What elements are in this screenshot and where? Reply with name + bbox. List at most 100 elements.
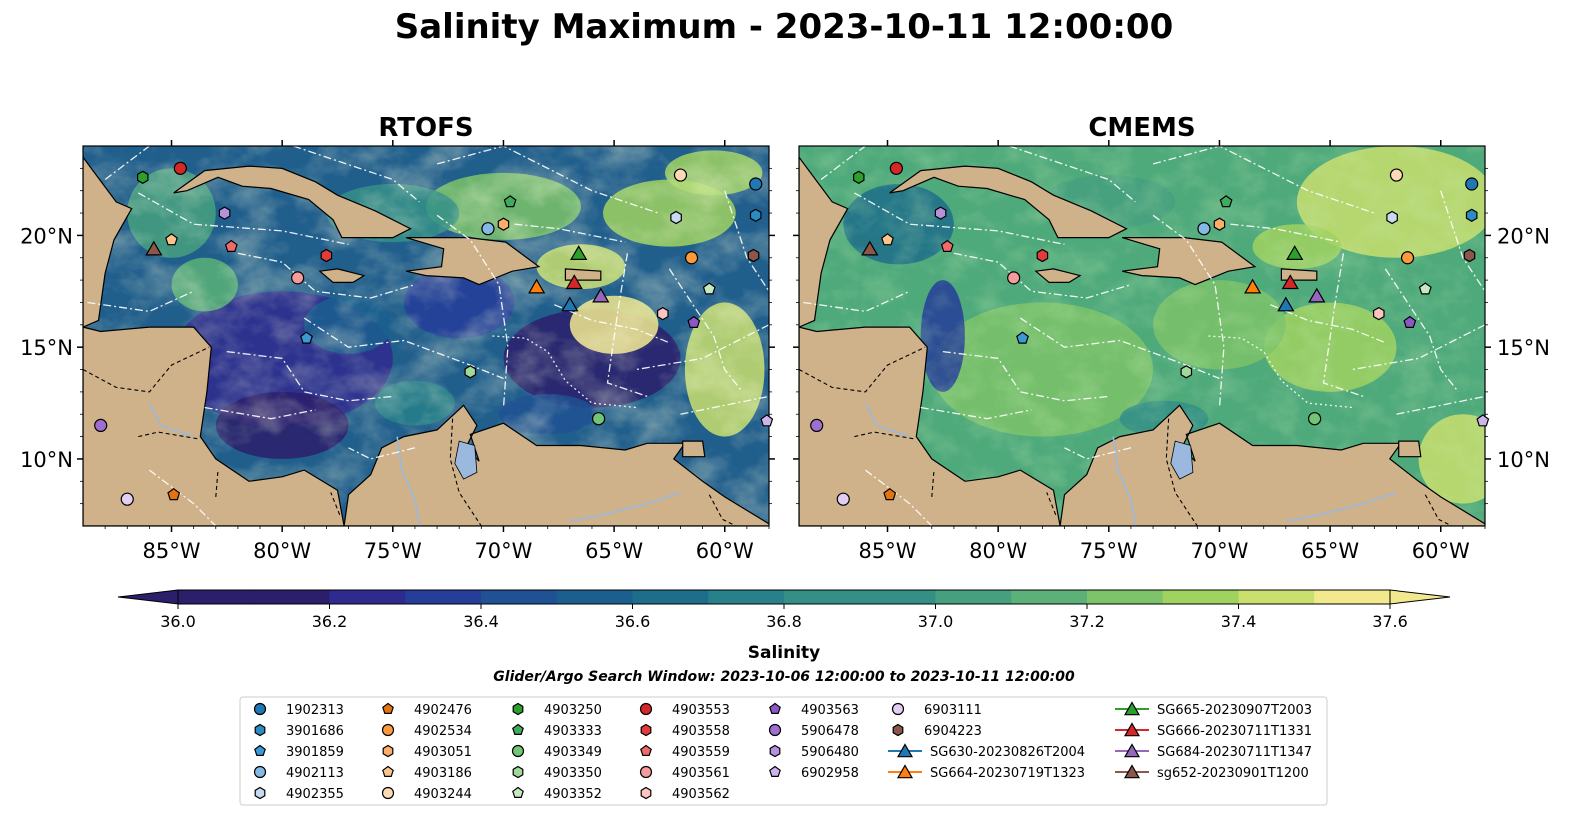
map-panel-rtofs <box>83 146 769 526</box>
eez-line <box>237 252 416 299</box>
legend-label: 4903349 <box>544 745 602 760</box>
colorbar-segment <box>253 590 330 604</box>
marker-4902355 <box>1386 210 1398 225</box>
marker-6902958 <box>1476 414 1490 427</box>
marker-4903333 <box>1219 195 1233 208</box>
marker-4903333 <box>503 195 517 208</box>
x-tick-label: 65°W <box>585 539 643 563</box>
marker-4903563 <box>687 315 701 328</box>
eez-line <box>668 268 743 393</box>
legend-marker <box>892 723 904 737</box>
eez-line <box>853 192 1065 246</box>
x-tick-label: 70°W <box>474 539 532 563</box>
legend-label: 4903562 <box>672 787 730 802</box>
colorbar-tick-label: 37.6 <box>1372 612 1408 631</box>
legend-marker <box>1123 701 1141 716</box>
eez-line <box>104 146 150 181</box>
eez-line <box>1230 223 1342 243</box>
x-tick-label: 70°W <box>1190 539 1248 563</box>
marker-4902476 <box>167 487 181 501</box>
marker-4902113 <box>481 222 495 236</box>
eez-line <box>942 350 1109 402</box>
eez-line <box>204 406 316 420</box>
panel-title-rtofs: RTOFS <box>378 113 473 143</box>
eez-line <box>226 350 393 402</box>
marker-3901859 <box>1016 331 1029 344</box>
colorbar-tick-label: 36.2 <box>312 612 348 631</box>
legend-label: 4903244 <box>414 787 472 802</box>
colorbar-tick-label: 37.2 <box>1069 612 1105 631</box>
legend-marker <box>896 743 914 758</box>
marker-4903244 <box>673 168 688 182</box>
river <box>569 491 681 523</box>
x-tick-label: 60°W <box>696 539 754 563</box>
figure-title: Salinity Maximum - 2023-10-11 12:00:00 <box>395 7 1174 47</box>
legend-marker <box>253 702 267 716</box>
eez-line <box>1019 317 1220 380</box>
marker-4903244 <box>1389 168 1404 182</box>
legend: 1902313 3901686 3901859 4902113 4902355 49024… <box>239 696 1328 806</box>
marker-1902313 <box>749 177 763 191</box>
legend-marker <box>639 702 653 716</box>
lake <box>1170 440 1194 480</box>
marker-6904223 <box>747 248 760 263</box>
legend-marker <box>640 744 652 756</box>
legend-marker <box>769 765 781 777</box>
marker-4903562 <box>657 306 669 321</box>
legend-label: 4902476 <box>414 703 472 718</box>
legend-marker <box>254 723 266 737</box>
colorbar: 36.0 36.2 36.4 36.6 36.8 37.0 37.2 37.4 37.6 <box>117 589 1451 631</box>
legend-marker <box>381 723 395 737</box>
river <box>396 436 421 526</box>
colorbar-tick-label: 36.0 <box>160 612 196 631</box>
marker-4903561 <box>291 271 305 285</box>
land-polygon <box>964 146 995 147</box>
legend-marker <box>381 786 395 800</box>
legend-label: 4903559 <box>672 745 730 760</box>
x-tick-label: 65°W <box>1301 539 1359 563</box>
land-polygon <box>248 146 279 147</box>
eez-boundaries <box>803 146 1485 526</box>
legend-label: 4902534 <box>414 724 472 739</box>
marker-4903186 <box>165 233 178 246</box>
marker-4903250 <box>137 170 149 184</box>
colorbar-segment <box>481 590 558 604</box>
legend-label: 4903051 <box>414 745 472 760</box>
colorbar-segment <box>1238 590 1315 604</box>
land-polygon <box>889 165 1128 239</box>
marker-4903051 <box>497 217 510 231</box>
legend-label: 5906480 <box>801 745 859 760</box>
colorbar-label: Salinity <box>748 643 821 663</box>
colorbar-extend-high <box>1389 589 1451 605</box>
legend-label: SG630-20230826T2004 <box>930 745 1085 760</box>
legend-label: 4903553 <box>672 703 730 718</box>
y-tick-label: 20°N <box>1497 224 1550 248</box>
observation-markers <box>94 161 1490 506</box>
eez-line <box>436 214 509 408</box>
map-frame-cmems <box>798 145 1486 527</box>
legend-label: 6904223 <box>924 724 982 739</box>
legend-label: 4903352 <box>544 787 602 802</box>
axes: 85°W 80°W 75°W 70°W 65°W 60°W 10°N 15°N 20°N 85°W… <box>20 140 1550 563</box>
marker-1902313 <box>1465 177 1479 191</box>
legend-label: 4903563 <box>801 703 859 718</box>
land-polygon <box>564 268 602 281</box>
land-polygon <box>325 146 329 148</box>
legend-marker <box>896 764 914 779</box>
colorbar-tick-label: 37.4 <box>1221 612 1257 631</box>
y-tick-label: 20°N <box>20 224 73 248</box>
eez-line <box>137 192 349 246</box>
marker-4903553 <box>889 161 903 175</box>
x-tick-label: 85°W <box>143 539 201 563</box>
eez-line <box>303 317 504 380</box>
colorbar-segment <box>935 590 1012 604</box>
country-border <box>1424 494 1453 526</box>
marker-SG630-20230826T2004 <box>1277 296 1295 312</box>
marker-4903562 <box>1373 306 1385 321</box>
legend-label: 6902958 <box>801 766 859 781</box>
marker-4903563 <box>1403 315 1417 328</box>
legend-label: 5906478 <box>801 724 859 739</box>
legend-label: 4903186 <box>414 766 472 781</box>
country-border <box>799 346 926 393</box>
